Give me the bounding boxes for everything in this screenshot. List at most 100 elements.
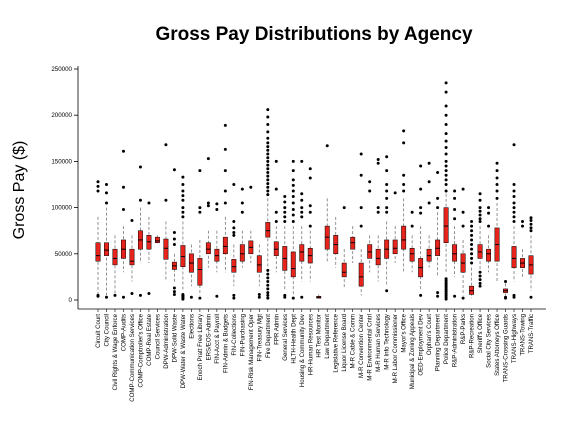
- outlier-point: [512, 189, 516, 193]
- outlier-point: [376, 206, 380, 210]
- box-iqr: [341, 262, 347, 278]
- box-iqr: [409, 248, 415, 262]
- outlier-point: [444, 81, 448, 85]
- box-group: [248, 185, 254, 264]
- outlier-point: [444, 122, 448, 126]
- category-label: Elections: [188, 314, 195, 339]
- category-label: TRANS-Traffic: [528, 314, 535, 353]
- category-label: DPW-Water & Waste Water: [180, 314, 187, 388]
- box-group: [477, 192, 483, 288]
- outlier-point: [266, 178, 270, 182]
- category-label: Social City Services: [486, 314, 493, 368]
- outlier-point: [444, 159, 448, 163]
- category-label: M-R Human Services: [375, 314, 382, 372]
- outlier-point: [266, 293, 270, 297]
- outlier-point: [232, 233, 236, 237]
- outlier-point: [181, 183, 185, 186]
- axes-layer: 0 50000 100000 150000 200000 250000: [51, 66, 546, 312]
- box-iqr: [197, 258, 203, 286]
- outlier-point: [198, 296, 202, 300]
- outlier-point: [529, 216, 533, 220]
- outlier-point: [232, 296, 236, 300]
- outlier-point: [104, 295, 108, 299]
- outlier-point: [504, 295, 508, 299]
- outlier-point: [283, 200, 287, 204]
- outlier-point: [232, 219, 236, 223]
- outlier-point: [223, 189, 227, 193]
- outlier-point: [529, 295, 533, 299]
- outlier-point: [487, 224, 491, 228]
- outlier-point: [402, 173, 406, 177]
- category-label: OED-Employment Dev: [418, 313, 425, 376]
- box-group: [95, 180, 101, 298]
- outlier-point: [300, 295, 304, 299]
- outlier-point: [283, 210, 287, 214]
- outlier-point: [470, 243, 474, 247]
- outlier-point: [470, 252, 474, 256]
- box-group: [180, 175, 186, 301]
- outlier-point: [266, 167, 270, 171]
- outlier-point: [274, 187, 278, 191]
- outlier-point: [104, 191, 108, 195]
- box-iqr: [222, 236, 228, 255]
- outlier-point: [266, 141, 270, 145]
- outlier-point: [444, 152, 448, 156]
- box-group: [384, 155, 390, 293]
- outlier-point: [198, 206, 202, 210]
- y-tick-label: 50000: [55, 251, 73, 258]
- outlier-point: [300, 215, 304, 219]
- box-group: [282, 195, 288, 299]
- category-label: R&P-Recreation: [469, 314, 476, 358]
- box-group: [367, 180, 373, 273]
- box-group: [401, 129, 407, 273]
- outlier-point: [121, 185, 125, 189]
- category-label: TRANS-Towing: [520, 314, 527, 356]
- outlier-point: [512, 183, 516, 186]
- outlier-point: [189, 295, 193, 299]
- outlier-point: [453, 294, 457, 298]
- outlier-point: [521, 219, 525, 223]
- outlier-point: [444, 277, 448, 281]
- outlier-point: [266, 130, 270, 134]
- outlier-point: [300, 192, 304, 196]
- outlier-point: [223, 123, 227, 127]
- box-group: [231, 183, 237, 300]
- box-group: [452, 189, 458, 298]
- outlier-point: [240, 201, 244, 205]
- outlier-point: [266, 170, 270, 174]
- box-group: [239, 187, 245, 268]
- outlier-point: [512, 219, 516, 223]
- outlier-point: [291, 213, 295, 217]
- outlier-point: [266, 283, 270, 287]
- outlier-point: [266, 296, 270, 300]
- outlier-point: [376, 158, 380, 162]
- boxes-layer: [95, 81, 534, 301]
- outlier-point: [172, 231, 176, 235]
- outlier-point: [181, 292, 185, 296]
- box-iqr: [299, 244, 305, 262]
- outlier-point: [478, 192, 482, 196]
- category-label: R&P-Parks: [460, 314, 467, 344]
- outlier-point: [266, 189, 270, 193]
- outlier-point: [419, 293, 423, 297]
- outlier-point: [147, 201, 151, 205]
- outlier-point: [495, 183, 499, 186]
- outlier-point: [181, 194, 185, 198]
- outlier-point: [385, 183, 389, 186]
- category-label: FIN-Treasury Mgt: [256, 314, 263, 362]
- outlier-point: [138, 198, 142, 202]
- box-group: [163, 143, 169, 282]
- outlier-point: [96, 294, 100, 298]
- outlier-point: [300, 198, 304, 202]
- outlier-point: [385, 206, 389, 210]
- outlier-point: [266, 163, 270, 167]
- outlier-point: [121, 207, 125, 211]
- outlier-point: [461, 187, 465, 191]
- outlier-point: [232, 183, 236, 186]
- category-label: Law Department: [324, 314, 331, 359]
- outlier-point: [291, 178, 295, 182]
- outlier-point: [436, 206, 440, 210]
- outlier-point: [291, 296, 295, 300]
- y-tick-label: 100000: [51, 205, 72, 212]
